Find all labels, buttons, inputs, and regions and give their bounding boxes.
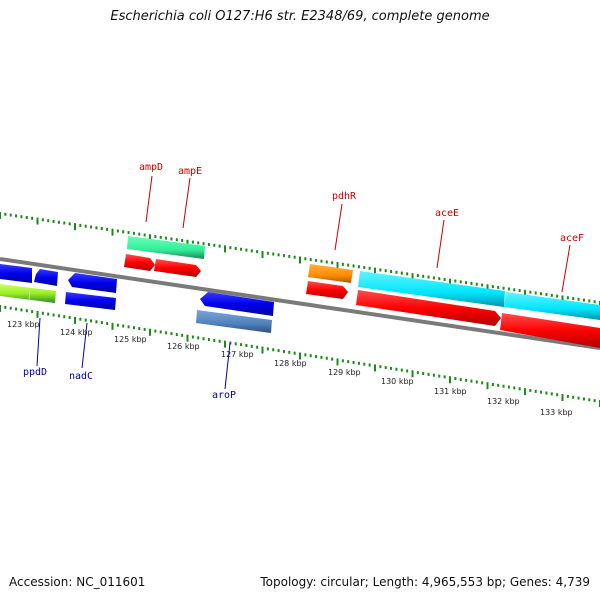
gene-label-pdhR: pdhR bbox=[332, 191, 357, 202]
scale-label-128: 128 kbp bbox=[274, 359, 307, 368]
aroP-cds[interactable] bbox=[196, 310, 272, 333]
scale-label-133: 133 kbp bbox=[540, 408, 573, 417]
scale-label-129: 129 kbp bbox=[328, 368, 361, 377]
gene-label-aceE: aceE bbox=[435, 208, 459, 219]
aceE-cds[interactable] bbox=[358, 271, 505, 307]
aceF-arrow[interactable] bbox=[500, 313, 600, 348]
genome-summary: Topology: circular; Length: 4,965,553 bp… bbox=[260, 575, 590, 589]
ampD-cds[interactable] bbox=[127, 236, 205, 259]
scale-label-124: 124 kbp bbox=[60, 328, 93, 337]
lower-tick-track bbox=[0, 305, 600, 407]
scale-label-130: 130 kbp bbox=[381, 377, 414, 386]
aroP-arrow[interactable] bbox=[200, 292, 274, 316]
pdhR-cds[interactable] bbox=[308, 264, 353, 283]
gene-label-nadC: nadC bbox=[69, 371, 93, 382]
nadC-arrow[interactable] bbox=[68, 273, 117, 293]
scale-label-125: 125 kbp bbox=[114, 335, 147, 344]
aceF-cds[interactable] bbox=[504, 292, 600, 320]
scale-label-132: 132 kbp bbox=[487, 397, 520, 406]
scale-label-123: 123 kbp bbox=[7, 320, 40, 329]
gene-label-aroP: aroP bbox=[212, 390, 236, 401]
scale-label-126: 126 kbp bbox=[167, 342, 200, 351]
left-blue-arrow-2[interactable] bbox=[34, 269, 58, 286]
ampE-arrow[interactable] bbox=[154, 259, 201, 277]
left-blue-arrow-1[interactable] bbox=[0, 264, 32, 283]
map-title: Escherichia coli O127:H6 str. E2348/69, … bbox=[110, 9, 490, 24]
nadC-cds[interactable] bbox=[65, 292, 116, 310]
gene-label-ampE: ampE bbox=[178, 166, 202, 177]
gene-label-ppdD: ppdD bbox=[23, 367, 47, 378]
upper-tick-track bbox=[0, 212, 600, 308]
scale-label-131: 131 kbp bbox=[434, 387, 467, 396]
scale-label-127: 127 kbp bbox=[221, 350, 254, 359]
ppdD-cds[interactable] bbox=[0, 284, 56, 303]
ampD-arrow[interactable] bbox=[124, 254, 155, 271]
accession-label: Accession: NC_011601 bbox=[9, 575, 146, 589]
aceE-arrow[interactable] bbox=[356, 290, 501, 326]
gene-label-aceF: aceF bbox=[560, 233, 584, 244]
pdhR-arrow[interactable] bbox=[306, 281, 348, 299]
genome-backbone bbox=[0, 257, 600, 350]
gene-label-ampD: ampD bbox=[139, 162, 163, 173]
